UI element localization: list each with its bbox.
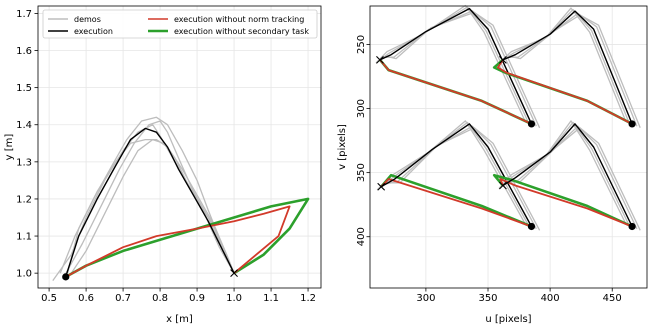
x-tick-label: 300 <box>416 293 435 304</box>
no_secondary-line <box>492 173 633 228</box>
x-axis-label: x [m] <box>166 314 193 325</box>
start-marker <box>527 222 536 231</box>
execution-line <box>65 127 235 278</box>
demos-line <box>507 127 641 231</box>
demos-line <box>502 123 633 227</box>
y-tick-label: 1.7 <box>16 9 32 20</box>
start-marker <box>62 273 70 281</box>
y-tick-label: 1.1 <box>16 232 32 243</box>
x-tick-label: 350 <box>478 293 497 304</box>
demos-line <box>498 7 627 122</box>
x-tick-label: 400 <box>541 293 560 304</box>
y-axis-label: y [m] <box>4 134 15 161</box>
x-tick-label: 0.8 <box>152 293 168 304</box>
no_norm-line <box>380 178 532 228</box>
y-tick-label: 1.5 <box>16 83 32 94</box>
plot-frame <box>369 5 648 289</box>
x-tick-label: 0.7 <box>115 293 131 304</box>
legend-box <box>42 9 318 39</box>
no_norm-line <box>499 178 633 228</box>
demos-line <box>384 125 537 230</box>
x-tick-label: 0.9 <box>189 293 205 304</box>
y-tick-label: 1.6 <box>16 46 32 57</box>
execution-line <box>502 123 633 227</box>
legend-label: demos <box>74 15 101 24</box>
legend-label: execution without secondary task <box>174 27 309 36</box>
y-tick-label: 1.0 <box>16 269 32 280</box>
y-tick-label: 1.3 <box>16 157 32 168</box>
no_norm-line <box>379 59 532 125</box>
execution-line <box>502 10 633 125</box>
start-marker <box>628 120 636 128</box>
execution-line <box>380 123 533 227</box>
execution-line <box>379 7 533 125</box>
x-axis-label: u [pixels] <box>485 314 531 325</box>
x-tick-label: 450 <box>603 293 622 304</box>
demos-line <box>70 138 235 274</box>
demos-line <box>498 120 627 224</box>
demos-line <box>507 14 641 129</box>
y-tick-label: 300 <box>356 99 367 118</box>
legend-label: execution <box>74 27 113 36</box>
y-tick-label: 1.2 <box>16 194 32 205</box>
legend: demos execution without norm tracking exec… <box>42 9 318 39</box>
plot-frame <box>37 5 322 289</box>
start-marker <box>628 222 636 231</box>
demos-line <box>505 125 638 230</box>
x-tick-label: 1.2 <box>300 293 316 304</box>
demos-line <box>52 124 235 281</box>
demos-line <box>66 138 235 274</box>
legend-label: execution without norm tracking <box>174 15 304 24</box>
demos-line <box>500 121 630 226</box>
right-plot: 300 350 400 450 250 300 350 400 u [pixels] v [pix… <box>337 4 648 325</box>
x-tick-label: 1.1 <box>263 293 279 304</box>
end-marker <box>499 55 507 64</box>
y-tick-label: 350 <box>356 163 367 182</box>
end-marker <box>377 182 386 191</box>
demos-line <box>500 8 630 123</box>
no_norm-line <box>497 59 633 125</box>
y-tick-label: 250 <box>356 35 367 54</box>
y-axis-label: v [pixels] <box>337 124 348 170</box>
x-tick-label: 0.5 <box>41 293 57 304</box>
end-marker <box>230 269 238 278</box>
no_secondary-line <box>65 197 310 279</box>
x-tick-label: 0.6 <box>78 293 94 304</box>
end-marker <box>499 181 507 190</box>
start-marker <box>527 120 536 128</box>
x-tick-label: 1.0 <box>226 293 242 304</box>
demos-line <box>377 6 529 123</box>
end-marker <box>376 55 384 64</box>
demos-line <box>375 4 526 122</box>
y-tick-label: 400 <box>356 227 367 246</box>
no_norm-line <box>65 205 291 278</box>
demos-line <box>386 127 541 231</box>
left-plot: 0.5 0.6 0.7 0.8 0.9 1.0 1.1 1.2 1.0 1.1 1.2 1.3 1.4 1… <box>4 5 322 325</box>
y-tick-label: 1.4 <box>16 120 32 131</box>
demos-line <box>384 11 541 129</box>
